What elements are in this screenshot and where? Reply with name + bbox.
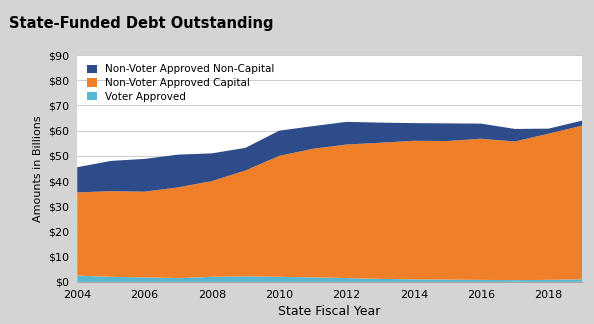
Text: State-Funded Debt Outstanding: State-Funded Debt Outstanding (9, 16, 273, 31)
Legend: Non-Voter Approved Non-Capital, Non-Voter Approved Capital, Voter Approved: Non-Voter Approved Non-Capital, Non-Vote… (83, 60, 279, 106)
Y-axis label: Amounts in Billions: Amounts in Billions (33, 115, 43, 222)
X-axis label: State Fiscal Year: State Fiscal Year (279, 305, 381, 318)
